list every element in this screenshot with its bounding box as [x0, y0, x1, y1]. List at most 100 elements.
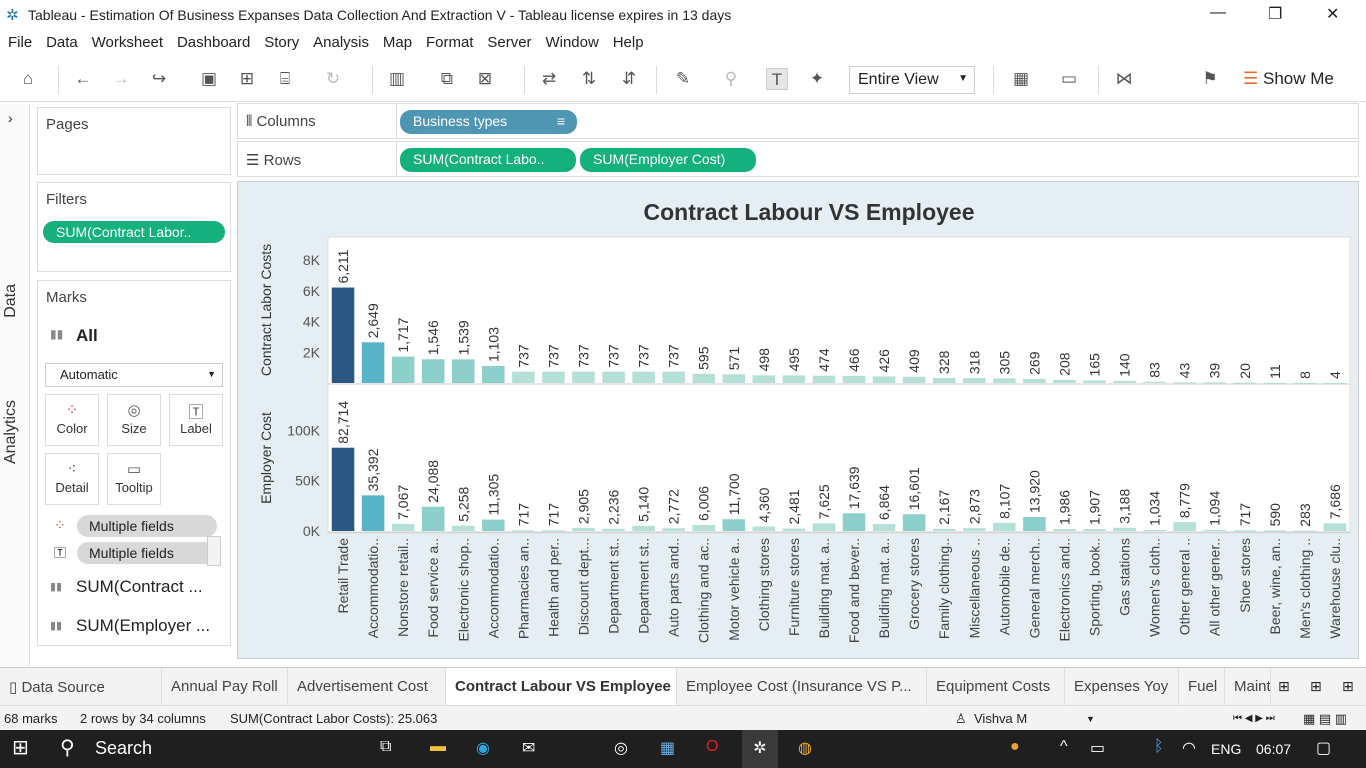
menu-story[interactable]: Story — [264, 34, 300, 51]
size-button[interactable]: ◎ Size — [107, 394, 161, 446]
minimize-icon[interactable]: — — [1210, 4, 1226, 21]
save-icon[interactable]: ▣ — [200, 69, 218, 88]
swap-icon[interactable]: ⇄ — [541, 69, 557, 88]
data-tab[interactable]: Data — [2, 284, 19, 318]
task-view-icon[interactable]: ⧉ — [380, 738, 392, 755]
columns-shelf[interactable]: ⫴ Columns Business types ≡ — [237, 103, 1359, 139]
menu-worksheet[interactable]: Worksheet — [91, 34, 164, 51]
chevron-down-icon[interactable]: ▼ — [1086, 714, 1095, 724]
tab-maint[interactable]: Maint — [1225, 668, 1271, 705]
duplicate-icon[interactable]: ⧉ — [440, 69, 454, 88]
highlight-icon[interactable]: ✎ — [675, 69, 691, 88]
page-nav-icon[interactable]: ⏮ ◀ ▶ ⏭ — [1233, 713, 1275, 724]
highlighter-icon[interactable]: ⚑ — [1202, 69, 1218, 88]
tab-equipment-costs[interactable]: Equipment Costs — [927, 668, 1065, 705]
measure-bar-icon: ▮▮ — [50, 581, 63, 593]
back-icon[interactable]: ← — [74, 69, 92, 88]
group-icon[interactable]: ⚲ — [724, 69, 738, 88]
notification-icon[interactable]: ▢ — [1316, 740, 1332, 757]
bluetooth-icon[interactable]: ᛒ — [1154, 738, 1164, 755]
wifi-icon[interactable]: ◠ — [1182, 740, 1196, 757]
maximize-icon[interactable]: ❐ — [1268, 6, 1283, 23]
fit-view-select[interactable]: Entire View ▼ — [849, 66, 975, 94]
sort-ascending-icon[interactable]: ⇅ — [581, 69, 597, 88]
new-dashboard-tab-icon[interactable]: ⊞ — [1310, 678, 1322, 694]
filter-pill[interactable]: SUM(Contract Labor.. — [43, 221, 225, 243]
tableau-taskbar-icon[interactable]: ✲ — [742, 730, 778, 768]
pin-icon[interactable]: ✦ — [809, 69, 825, 88]
sort-descending-icon[interactable]: ⇵ — [621, 69, 637, 88]
data-label: 498 — [756, 348, 772, 372]
windows-start-icon[interactable]: ⊞ — [12, 737, 29, 759]
label-button[interactable]: 🅃 Label — [169, 394, 223, 446]
business-types-pill[interactable]: Business types ≡ — [400, 110, 577, 134]
menu-dashboard[interactable]: Dashboard — [176, 34, 251, 51]
tab-employee-cost[interactable]: Employee Cost (Insurance VS P... — [677, 668, 927, 705]
data-label: 8,779 — [1177, 483, 1193, 518]
chart-title: Contract Labour VS Employee — [643, 199, 974, 225]
media-player-icon[interactable]: ◎ — [614, 740, 628, 757]
mail-icon[interactable]: ✉ — [522, 740, 536, 757]
presentation-icon[interactable]: ▭ — [1060, 69, 1078, 88]
clock[interactable]: 06:07 — [1256, 741, 1292, 757]
color-button[interactable]: ⁘ Color — [45, 394, 99, 446]
search-icon[interactable]: ⚲ — [60, 737, 75, 759]
clear-sheet-icon[interactable]: ⊠ — [477, 69, 493, 88]
new-worksheet-tab-icon[interactable]: ⊞ — [1278, 678, 1290, 694]
redo-icon[interactable]: ↪ — [151, 69, 167, 88]
tab-fuel[interactable]: Fuel — [1179, 668, 1225, 705]
edge-icon[interactable]: ◉ — [476, 740, 490, 757]
rows-pill-contract[interactable]: SUM(Contract Labo.. — [400, 148, 576, 172]
detail-button[interactable]: ⁖ Detail — [45, 453, 99, 505]
mark-type-select[interactable]: Automatic ▼ — [45, 363, 223, 387]
marks-scrollbar[interactable] — [207, 536, 221, 566]
menu-file[interactable]: File — [8, 34, 33, 51]
label-field-pill[interactable]: Multiple fields — [77, 542, 217, 564]
datasource-icon[interactable]: ⌸ — [279, 69, 291, 88]
menu-help[interactable]: Help — [612, 34, 644, 51]
chrome-icon[interactable]: ◍ — [798, 740, 812, 757]
forward-icon[interactable]: → — [112, 69, 130, 88]
show-me-button[interactable]: ☰ Show Me — [1243, 69, 1334, 89]
grid-view-icon[interactable]: ▦ ▤ ▥ — [1303, 711, 1348, 726]
menu-analysis[interactable]: Analysis — [313, 34, 369, 51]
tab-contract-labour[interactable]: Contract Labour VS Employee — [446, 668, 677, 705]
analytics-tab[interactable]: Analytics — [2, 400, 19, 465]
user-name[interactable]: Vishva M — [974, 711, 1028, 726]
menu-format[interactable]: Format — [425, 34, 474, 51]
home-icon[interactable]: ⌂ — [22, 69, 34, 88]
menu-data[interactable]: Data — [46, 34, 78, 51]
close-icon[interactable]: ✕ — [1326, 6, 1340, 23]
bar-chart[interactable]: Contract Labour VS Employee Contract Labo… — [238, 182, 1358, 658]
new-story-tab-icon[interactable]: ⊞ — [1342, 678, 1354, 694]
tab-annual-pay-roll[interactable]: Annual Pay Roll — [162, 668, 288, 705]
opera-icon[interactable]: O — [706, 738, 719, 755]
color-field-pill[interactable]: Multiple fields — [77, 515, 217, 537]
rows-pill-employer[interactable]: SUM(Employer Cost) — [580, 148, 756, 172]
measure-employer[interactable]: SUM(Employer ... — [76, 616, 211, 635]
measure-contract[interactable]: SUM(Contract ... — [76, 577, 203, 596]
store-icon[interactable]: ▦ — [660, 740, 676, 757]
tray-chevron-icon[interactable]: ^ — [1060, 738, 1068, 755]
new-worksheet-icon[interactable]: ▥ — [388, 69, 406, 88]
show-labels-icon[interactable]: T — [766, 68, 788, 90]
tab-advertisement-cost[interactable]: Advertisement Cost — [288, 668, 446, 705]
language-indicator[interactable]: ENG — [1211, 741, 1242, 757]
tab-expenses-yoy[interactable]: Expenses Yoy — [1065, 668, 1179, 705]
tab-data-source[interactable]: ▯ Data Source — [0, 668, 162, 705]
taskbar-search[interactable]: Search — [95, 738, 153, 758]
visualization-area[interactable]: Contract Labour VS Employee Contract Labo… — [237, 181, 1359, 659]
collapse-chevron-icon[interactable]: › — [8, 110, 13, 126]
menu-map[interactable]: Map — [382, 34, 413, 51]
refresh-icon[interactable]: ↻ — [325, 69, 341, 88]
new-datasource-icon[interactable]: ⊞ — [239, 69, 255, 88]
rows-shelf[interactable]: ☰ Rows SUM(Contract Labo.. SUM(Employer … — [237, 141, 1359, 177]
file-explorer-icon[interactable]: ▬ — [430, 738, 446, 755]
share-icon[interactable]: ⋈ — [1115, 69, 1133, 88]
menu-window[interactable]: Window — [545, 34, 599, 51]
cards-icon[interactable]: ▦ — [1012, 69, 1030, 88]
marks-all[interactable]: All — [76, 326, 98, 345]
menu-server[interactable]: Server — [487, 34, 532, 51]
y-tick-label: 2K — [303, 344, 321, 360]
tooltip-button[interactable]: ▭ Tooltip — [107, 453, 161, 505]
